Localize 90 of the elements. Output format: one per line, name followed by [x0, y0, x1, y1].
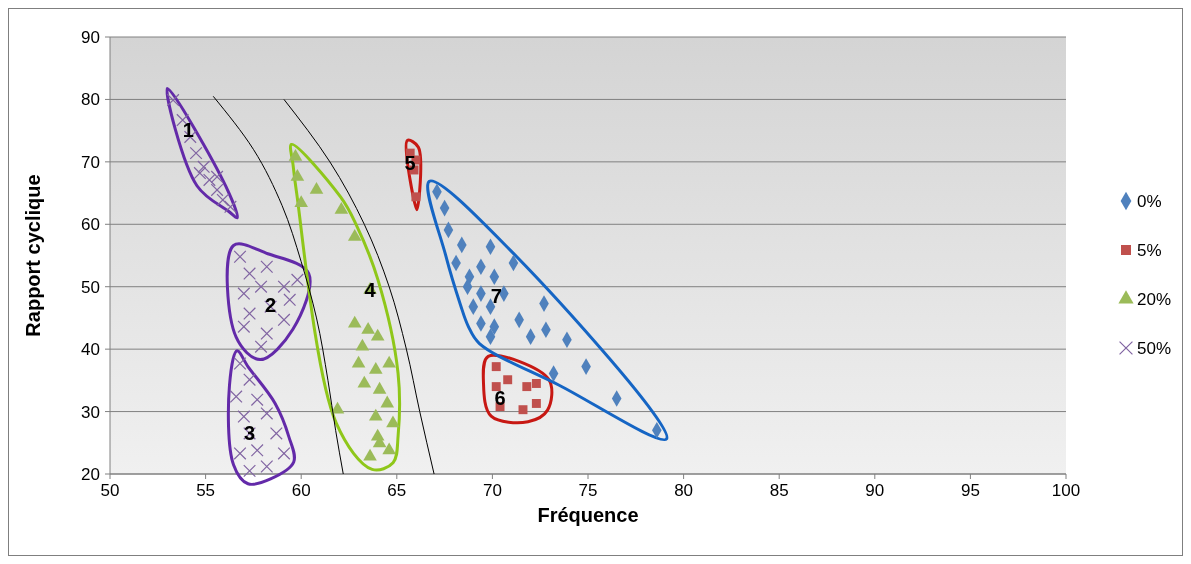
point: [210, 183, 224, 197]
point: [309, 182, 324, 194]
point: [531, 398, 541, 408]
point: [233, 250, 247, 264]
point: [243, 373, 256, 387]
point: [210, 170, 224, 184]
point: [503, 375, 513, 385]
x-axis-title: Fréquence: [537, 504, 639, 526]
point: [233, 357, 247, 370]
point: [288, 149, 303, 161]
point: [197, 160, 211, 174]
point: [347, 315, 362, 328]
point: [260, 260, 274, 274]
point: [386, 415, 400, 428]
point: [189, 146, 203, 160]
point: [368, 361, 383, 374]
y-tick-label: 90: [81, 28, 100, 47]
point: [380, 395, 395, 408]
y-tick-label: 50: [81, 277, 100, 297]
point: [250, 443, 264, 457]
x-tick-label: 65: [387, 481, 407, 500]
y-tick-label: 80: [81, 90, 100, 110]
legend-label: 20%: [1137, 290, 1172, 309]
point: [203, 173, 216, 187]
point: [357, 375, 372, 388]
annotation: 1: [182, 119, 194, 142]
point: [269, 427, 283, 440]
point: [277, 446, 291, 460]
point: [531, 379, 541, 388]
y-tick-label: 20: [81, 465, 100, 484]
legend-label: 50%: [1137, 339, 1172, 358]
legend-label: 5%: [1137, 241, 1162, 260]
point: [330, 401, 345, 414]
point: [260, 407, 274, 420]
x-tick-label: 55: [196, 481, 216, 500]
x-tick-label: 50: [100, 481, 120, 500]
x-tick-label: 80: [674, 481, 694, 500]
y-axis-title: Rapport cyclique: [22, 174, 44, 337]
point: [243, 307, 256, 320]
point: [283, 293, 297, 307]
line-series: [283, 98, 435, 475]
point: [334, 202, 349, 214]
point: [355, 338, 370, 351]
y-tick-label: 60: [81, 215, 100, 235]
annotation: 2: [265, 293, 277, 316]
point: [224, 200, 237, 214]
legend-label: 0%: [1137, 192, 1162, 211]
point: [290, 273, 304, 287]
point: [250, 393, 264, 407]
point: [243, 464, 256, 478]
x-tick-label: 95: [960, 481, 980, 500]
x-tick-label: 75: [578, 481, 598, 500]
point: [166, 93, 180, 107]
point: [294, 195, 308, 207]
point: [372, 381, 387, 394]
point: [243, 267, 256, 281]
point: [522, 382, 532, 392]
point: [233, 446, 247, 460]
point: [237, 287, 251, 300]
point: [254, 280, 268, 294]
point: [368, 408, 383, 421]
x-tick-label: 70: [482, 481, 502, 500]
point: [361, 321, 375, 334]
point: [382, 442, 396, 455]
x-tick-label: 85: [769, 481, 789, 500]
x-tick-label: 90: [865, 481, 885, 500]
point: [382, 355, 396, 368]
line-series: [212, 95, 344, 475]
x-tick-label: 100: [1051, 481, 1081, 500]
point: [260, 327, 274, 340]
point: [254, 340, 268, 354]
point: [216, 193, 230, 207]
point: [193, 166, 207, 180]
annotation: 7: [490, 285, 502, 308]
x-tick-label: 60: [291, 481, 311, 500]
y-tick-label: 70: [81, 152, 100, 172]
point: [277, 313, 291, 327]
point: [260, 460, 274, 473]
point: [237, 410, 251, 423]
point: [411, 192, 421, 202]
y-tick-label: 40: [81, 340, 100, 360]
point: [491, 362, 501, 372]
point: [518, 405, 528, 415]
point: [237, 320, 251, 334]
point: [229, 390, 243, 403]
point: [370, 328, 385, 341]
point: [363, 448, 377, 461]
point: [351, 355, 366, 368]
y-tick-label: 30: [81, 402, 100, 422]
point: [277, 280, 291, 294]
